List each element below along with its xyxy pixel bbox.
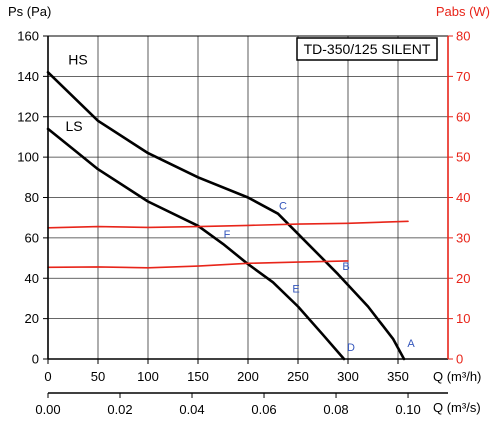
y-axis-title: Ps (Pa) xyxy=(8,4,51,19)
x-tick-label: 50 xyxy=(91,369,105,384)
y-tick-label: 40 xyxy=(25,271,39,286)
series-line-hs xyxy=(46,71,406,361)
x2-tick-label: 0.10 xyxy=(395,402,420,417)
point-label-f: F xyxy=(224,229,231,241)
y2-tick-label: 70 xyxy=(456,69,470,84)
y-tick-label: 140 xyxy=(17,69,39,84)
y-tick-label: 80 xyxy=(25,190,39,205)
series-line-power-2 xyxy=(47,220,409,229)
point-label-b: B xyxy=(342,261,349,273)
x2-tick-label: 0.02 xyxy=(107,402,132,417)
point-label-e: E xyxy=(292,283,299,295)
x-axis-secondary-title: Q (m³/s) xyxy=(433,400,481,415)
series-line-ls xyxy=(46,127,346,361)
x-tick-label: 0 xyxy=(44,369,51,384)
point-label-d: D xyxy=(347,342,355,354)
y-tick-label: 60 xyxy=(25,230,39,245)
series-layer xyxy=(46,71,409,361)
x-tick-label: 150 xyxy=(187,369,209,384)
y-tick-label: 160 xyxy=(17,29,39,44)
x2-tick-label: 0.08 xyxy=(323,402,348,417)
model-label: TD-350/125 SILENT xyxy=(304,41,431,57)
y2-tick-label: 30 xyxy=(456,230,470,245)
x-tick-label: 300 xyxy=(337,369,359,384)
y2-tick-label: 50 xyxy=(456,150,470,165)
model-label-box xyxy=(296,37,438,61)
y2-tick-label: 80 xyxy=(456,29,470,44)
y2-tick-label: 40 xyxy=(456,190,470,205)
point-label-c: C xyxy=(279,201,287,213)
x-tick-label: 200 xyxy=(237,369,259,384)
series-line-power-3 xyxy=(47,260,349,269)
y2-tick-label: 20 xyxy=(456,271,470,286)
y-axis-secondary-title: Pabs (W) xyxy=(436,4,490,19)
y-tick-label: 100 xyxy=(17,150,39,165)
y2-tick-label: 0 xyxy=(456,352,463,367)
y2-tick-label: 10 xyxy=(456,311,470,326)
x-tick-label: 100 xyxy=(137,369,159,384)
x-axis-title: Q (m³/h) xyxy=(433,369,481,384)
curve-label-hs: HS xyxy=(68,51,87,67)
labels-layer: HS LS A B C D E F xyxy=(65,51,415,354)
point-label-a: A xyxy=(407,338,415,350)
x-tick-label: 350 xyxy=(387,369,409,384)
curve-label-ls: LS xyxy=(65,118,82,134)
y-tick-label: 0 xyxy=(32,352,39,367)
x2-tick-label: 0.00 xyxy=(35,402,60,417)
y-tick-label: 120 xyxy=(17,109,39,124)
x2-tick-label: 0.06 xyxy=(251,402,276,417)
x-tick-label: 250 xyxy=(287,369,309,384)
ticks-layer: 0 20 40 60 80 100 120 140 160 0 10 20 30 40 50 60 70 80 0 5… xyxy=(17,29,470,418)
x2-tick-label: 0.04 xyxy=(179,402,204,417)
y2-tick-label: 60 xyxy=(456,109,470,124)
y-tick-label: 20 xyxy=(25,311,39,326)
